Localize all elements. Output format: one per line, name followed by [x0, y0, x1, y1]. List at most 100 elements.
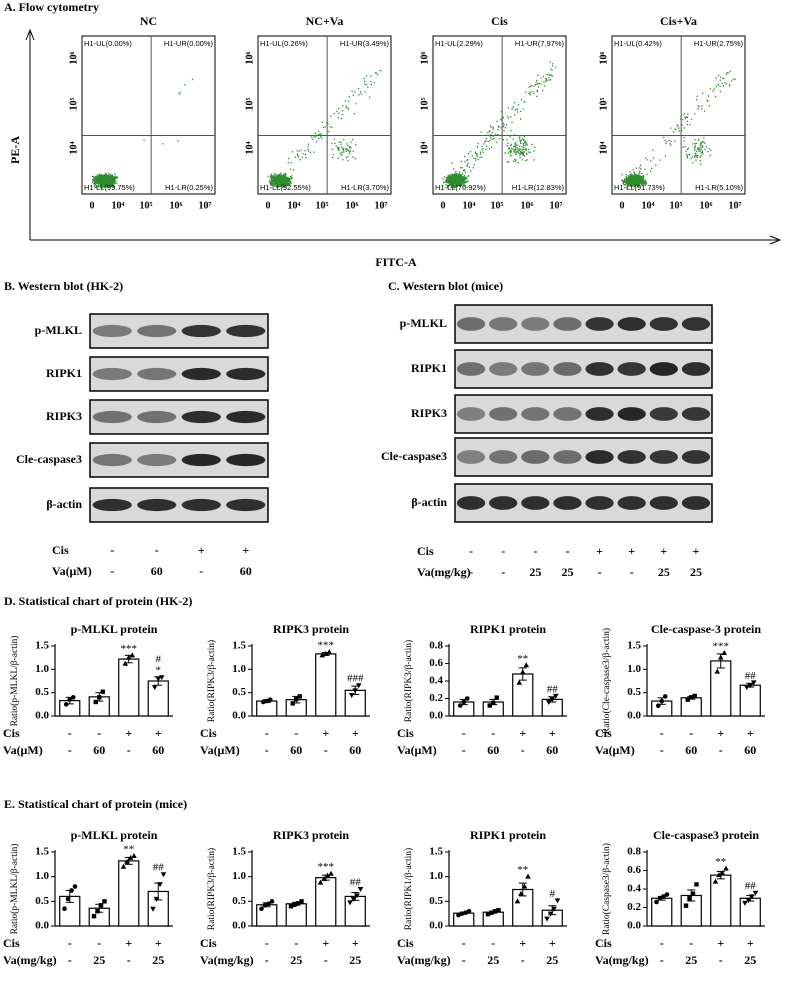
data-point [689, 695, 694, 700]
condition-cell: - [533, 544, 537, 558]
data-point [292, 902, 297, 907]
data-point [745, 898, 752, 904]
blot-band [181, 367, 221, 381]
data-point [294, 697, 299, 702]
y-tick-label: 10⁴ [244, 142, 255, 155]
quadrant-label: H1-LR(12.83%) [512, 183, 565, 192]
data-point [525, 873, 531, 879]
protein-label: Cle-caspase3 [381, 449, 447, 463]
blot-band [226, 367, 266, 381]
quadrant-label: H1-LL(92.55%) [260, 183, 311, 192]
condition-cell: 60 [240, 564, 252, 578]
data-point [719, 870, 726, 876]
data-point [491, 700, 496, 706]
condition-cell: - [294, 936, 298, 950]
condition-cell: 25 [658, 565, 670, 579]
bar [315, 877, 337, 927]
condition-cell: - [469, 565, 473, 579]
condition-label: Cis [397, 936, 414, 950]
quadrant-label: H1-UR(0.00%) [164, 39, 214, 48]
chart-title: p-MLKL protein [71, 622, 158, 636]
condition-cell: - [294, 726, 298, 740]
quadrant-label: H1-LL(91.73%) [614, 183, 665, 192]
x-tick-label: 0 [441, 200, 446, 211]
significance: ## [153, 862, 165, 874]
plot-title: NC [140, 14, 157, 28]
condition-cell: + [352, 726, 359, 740]
data-point [70, 695, 76, 700]
blot-band [553, 496, 582, 510]
condition-cell: 25 [93, 953, 105, 967]
condition-cell: 60 [93, 743, 105, 757]
data-point [91, 913, 97, 919]
y-tick-label: 1.5 [627, 640, 641, 652]
condition-label: Cis [200, 936, 217, 950]
condition-cell: + [155, 726, 162, 740]
blot-band [585, 362, 614, 376]
data-point [657, 895, 663, 901]
condition-label: Va(μM) [200, 743, 240, 757]
blot-band [456, 450, 486, 464]
significance: ### [347, 673, 364, 685]
condition-cell: - [68, 953, 72, 967]
condition-cell: - [265, 936, 269, 950]
blot-band [181, 498, 221, 512]
blot-band [521, 450, 550, 464]
blot-band [521, 496, 550, 510]
data-point [158, 675, 165, 681]
data-point [717, 654, 724, 660]
data-point [456, 912, 461, 918]
data-point [322, 650, 329, 656]
data-point [97, 695, 102, 700]
data-point [125, 654, 132, 660]
condition-cell: - [565, 544, 569, 558]
significance: ** [715, 856, 726, 868]
blot-band [649, 362, 678, 376]
blot-band [617, 496, 646, 510]
blot-band [521, 317, 550, 331]
condition-cell: + [596, 544, 603, 558]
condition-label: Cis [200, 726, 217, 740]
blot-band [137, 410, 177, 424]
condition-cell: + [747, 936, 754, 950]
blot-band [681, 450, 711, 464]
plot-frame [257, 35, 392, 195]
condition-cell: - [501, 544, 505, 558]
condition-cell: 25 [290, 953, 302, 967]
condition-cell: 60 [151, 564, 163, 578]
blot-band [585, 450, 614, 464]
significance: ## [547, 683, 559, 695]
quadrant-label: H1-UL(0.42%) [614, 39, 662, 48]
condition-cell: 25 [349, 953, 361, 967]
bar [739, 684, 761, 717]
condition-label: Va(μM) [3, 743, 43, 757]
y-tick-label: 10⁵ [68, 98, 79, 111]
x-tick-label: 10⁶ [521, 200, 534, 211]
blot-band [585, 407, 614, 421]
blot-band [681, 317, 711, 331]
blot-band [489, 362, 518, 376]
data-point [655, 703, 661, 709]
blot-band [617, 317, 646, 331]
data-point [694, 882, 699, 887]
quadrant-label: H1-UL(2.29%) [435, 39, 483, 48]
y-tick-label: 0.0 [35, 920, 49, 932]
x-tick-label: 10⁵ [140, 200, 153, 211]
data-point [692, 693, 697, 699]
significance: * [156, 664, 162, 676]
condition-cell: - [719, 743, 723, 757]
y-tick-label: 1.0 [232, 870, 246, 882]
significance: # [550, 888, 556, 900]
chart-title: RIPK3 protein [273, 622, 349, 636]
quadrant-label: H1-UL(0.26%) [260, 39, 308, 48]
data-point [129, 652, 136, 658]
data-point [348, 693, 355, 698]
data-point [297, 694, 302, 699]
blot-band [456, 496, 486, 510]
y-axis-label: Ratio(RIPK3/β-actin) [206, 640, 217, 722]
bar [710, 660, 732, 717]
data-point [659, 698, 665, 704]
x-tick-label: 10⁴ [112, 200, 125, 211]
data-point [519, 669, 526, 675]
data-point [357, 887, 364, 892]
